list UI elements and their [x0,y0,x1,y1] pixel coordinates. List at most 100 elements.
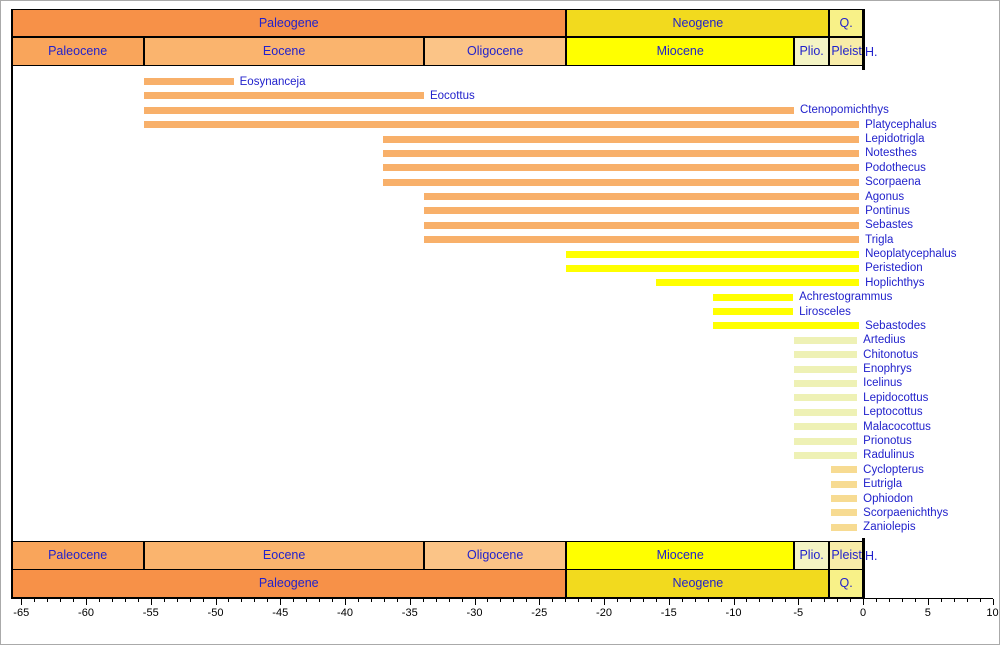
taxon-bar-prionotus [793,437,858,445]
x-axis-minor-tick [267,599,269,602]
epoch-cell-miocene: Miocene [566,37,794,66]
x-axis-minor-tick [293,599,295,602]
x-axis-tick-label: 10 [986,607,999,619]
taxon-label-lepidotrigla: Lepidotrigla [865,133,925,146]
x-axis-minor-tick [500,599,502,602]
x-axis-minor-tick [448,599,450,602]
epoch-cell-eocene: Eocene [144,541,424,570]
taxon-label-chitonotus: Chitonotus [863,348,919,361]
epoch-cell-eocene: Eocene [144,37,424,66]
taxon-bar-sebastes [423,221,860,229]
taxon-label-agonus: Agonus [865,190,905,203]
x-axis-major-tick [798,599,800,605]
taxon-label-peristedion: Peristedion [865,262,923,275]
epoch-cell-oligocene: Oligocene [423,541,567,570]
taxon-bar-icelinus [793,379,858,387]
taxon-label-artedius: Artedius [863,334,906,347]
taxon-bar-peristedion [566,264,860,272]
taxon-label-platycephalus: Platycephalus [865,118,937,131]
epoch-cell-plio: Plio. [793,37,830,66]
taxon-bar-sebastodes [712,322,860,330]
epoch-cell-pleist: Pleist [829,37,863,66]
x-axis-major-tick [21,599,23,605]
taxon-bar-malacocottus [793,423,858,431]
taxon-label-icelinus: Icelinus [863,377,903,390]
period-cell-q: Q. [829,9,863,37]
x-axis-minor-tick [319,599,321,602]
taxon-bar-eutrigla [830,480,858,488]
taxon-label-lepidocottus: Lepidocottus [863,391,929,404]
taxon-label-ctenopomichthys: Ctenopomichthys [799,104,889,117]
x-axis-tick-label: -40 [337,607,353,619]
x-axis-tick-label: -35 [401,607,418,619]
x-axis-tick-label: -15 [660,607,677,619]
taxon-bar-artedius [793,336,858,344]
x-axis-minor-tick [629,599,631,602]
taxon-label-zaniolepis: Zaniolepis [863,521,916,534]
taxon-label-scorpaena: Scorpaena [865,176,921,189]
x-axis-minor-tick [73,599,75,602]
x-axis-tick-label: 0 [859,607,867,619]
taxon-bar-scorpaena [382,178,860,186]
x-axis-tick-label: -25 [531,607,548,619]
x-axis-minor-tick [681,599,683,602]
epoch-cell-miocene: Miocene [566,541,794,570]
x-axis-minor-tick [422,599,424,602]
x-axis-minor-tick [332,599,334,602]
x-axis-minor-tick [306,599,308,602]
x-axis-major-tick [927,599,929,605]
taxon-bar-cyclopterus [830,466,858,474]
x-axis-major-tick [863,599,864,605]
x-axis-tick-label: -55 [142,607,159,619]
x-axis-tick-label: -10 [725,607,742,619]
x-axis-minor-tick [461,599,463,602]
plot-left-frame [11,9,13,598]
x-axis-minor-tick [914,599,916,602]
x-axis-minor-tick [616,599,618,602]
taxon-label-eocottus: Eocottus [429,89,475,102]
present-day-line [862,538,865,598]
taxon-bar-achrestogrammus [712,293,794,301]
x-axis-minor-tick [98,599,100,602]
taxon-bar-hoplichthys [655,279,860,287]
x-axis-tick-label: -45 [272,607,289,619]
x-axis-minor-tick [655,599,657,602]
x-axis-major-tick [474,599,476,605]
taxon-label-pontinus: Pontinus [865,204,910,217]
taxon-label-lirosceles: Lirosceles [799,305,851,318]
taxon-bar-pontinus [423,207,860,215]
taxon-bar-lirosceles [712,308,794,316]
taxon-bar-scorpaenichthys [830,509,858,517]
x-axis-major-tick [668,599,670,605]
taxon-bar-leptocottus [793,408,858,416]
x-axis-minor-tick [707,599,709,602]
taxon-label-eosynanceja: Eosynanceja [239,75,306,88]
taxon-label-scorpaenichthys: Scorpaenichthys [863,506,949,519]
taxon-label-ophiodon: Ophiodon [863,492,914,505]
x-axis-minor-tick [824,599,826,602]
x-axis-minor-tick [746,599,748,602]
taxon-bar-notesthes [382,149,860,157]
taxon-bar-zaniolepis [830,523,858,531]
x-axis-major-tick [539,599,541,605]
taxon-bar-agonus [423,193,860,201]
x-axis-tick-label: -60 [78,607,94,619]
taxon-label-notesthes: Notesthes [865,147,917,160]
x-axis-minor-tick [383,599,385,602]
x-axis-minor-tick [888,599,890,602]
taxon-bar-lepidocottus [793,394,858,402]
taxon-label-hoplichthys: Hoplichthys [865,276,925,289]
taxon-label-sebastodes: Sebastodes [865,319,926,332]
taxon-label-eutrigla: Eutrigla [863,478,903,491]
x-axis-minor-tick [60,599,62,602]
taxon-label-radulinus: Radulinus [863,449,915,462]
taxon-label-enophrys: Enophrys [863,363,912,376]
taxon-label-malacocottus: Malacocottus [863,420,931,433]
x-axis-tick-label: -30 [466,607,483,619]
x-axis-minor-tick [875,599,877,602]
x-axis-major-tick [604,599,605,605]
x-axis-minor-tick [552,599,554,602]
x-axis-minor-tick [785,599,787,602]
taxon-label-prionotus: Prionotus [863,435,912,447]
taxon-label-achrestogrammus: Achrestogrammus [799,291,893,304]
